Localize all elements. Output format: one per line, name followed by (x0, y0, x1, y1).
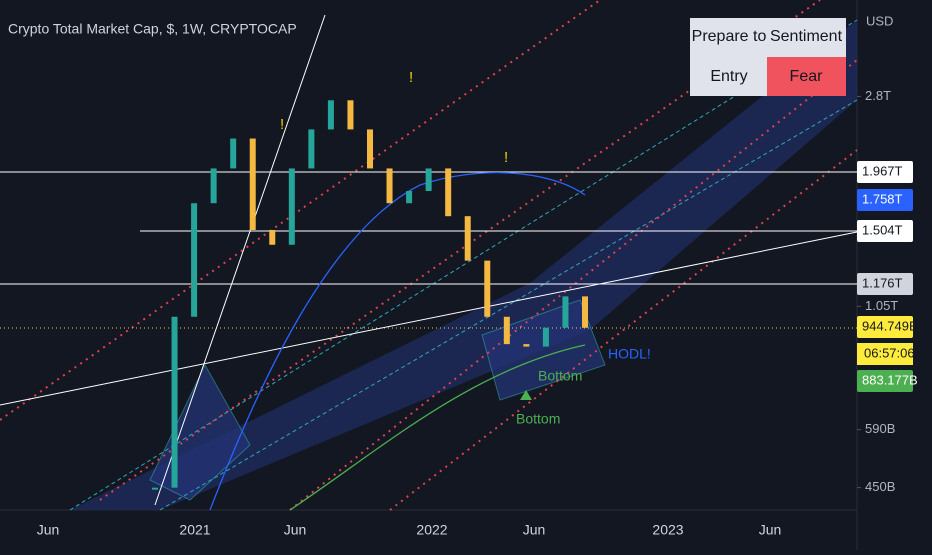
price-tag-label: 1.504T (862, 222, 903, 237)
marker (520, 390, 532, 400)
price-label: 450B (865, 479, 895, 494)
candle (191, 203, 198, 317)
price-tag-label: 883.177B (862, 372, 918, 387)
candle (464, 216, 471, 261)
candles (152, 100, 588, 490)
time-label: Jun (759, 522, 782, 538)
table-cell: Fear (790, 68, 824, 85)
time-label: 2022 (416, 522, 447, 538)
price-label: 1.05T (865, 298, 898, 313)
price-tag (857, 161, 913, 183)
trend-line (69, 19, 858, 511)
price-tag-label: 1.176T (862, 275, 903, 290)
price-tag-label: 944.749B (862, 318, 918, 333)
candle (503, 316, 510, 345)
price-label: 590B (865, 421, 895, 436)
candle (347, 100, 354, 130)
candle (523, 344, 530, 347)
candle (562, 296, 569, 328)
candle (406, 190, 413, 204)
time-label: Jun (523, 522, 546, 538)
table-cell: Sentiment (770, 28, 843, 45)
table-cell: Prepare to (692, 28, 767, 45)
alert-mark: ! (409, 69, 413, 86)
currency: USD (866, 13, 893, 28)
price-tag (857, 273, 913, 295)
candle (367, 129, 373, 169)
candle (288, 168, 295, 245)
candle (386, 168, 393, 204)
price-tag (857, 316, 913, 338)
moving-average (289, 344, 586, 511)
channel-box (481, 299, 606, 401)
price-tag-label: 1.967T (862, 163, 903, 178)
candle (249, 138, 256, 231)
candle (542, 327, 549, 347)
time-label: 2021 (179, 522, 210, 538)
trend-line (0, 231, 858, 406)
annotation: Bottom (538, 368, 582, 384)
candle (171, 316, 178, 488)
annotation: HODL! (608, 346, 651, 362)
sentiment-table: Prepare to Sentiment Entry Fear (690, 18, 846, 96)
time-label: Jun (284, 522, 307, 538)
trend-line (154, 14, 326, 506)
annotation: Bottom (516, 411, 560, 427)
dotted-channels (0, 0, 858, 511)
countdown-bg (857, 343, 913, 365)
candle (484, 260, 491, 317)
price-tag (857, 370, 913, 392)
candle (425, 168, 432, 191)
trend-line (159, 99, 858, 511)
candle (152, 487, 158, 490)
candle (445, 168, 452, 217)
candle (582, 296, 588, 328)
alert-mark: ! (504, 149, 508, 166)
alert-mark: ! (280, 116, 284, 133)
candle (269, 230, 276, 245)
countdown: 06:57:06 (864, 345, 915, 360)
time-label: 2023 (652, 522, 683, 538)
chart-title: Crypto Total Market Cap, $, 1W, CRYPTOCA… (8, 21, 297, 37)
price-tag (857, 220, 913, 242)
price-tag-label: 1.758T (862, 191, 903, 206)
time-label: Jun (37, 522, 60, 538)
price-label: 2.8T (865, 88, 891, 103)
table-cell (767, 57, 846, 96)
table-cell: Entry (710, 68, 747, 85)
price-tag (857, 189, 913, 211)
candle (308, 129, 315, 169)
candle (230, 138, 237, 169)
moving-average (209, 172, 586, 511)
candle (327, 100, 334, 130)
candle (210, 168, 217, 204)
